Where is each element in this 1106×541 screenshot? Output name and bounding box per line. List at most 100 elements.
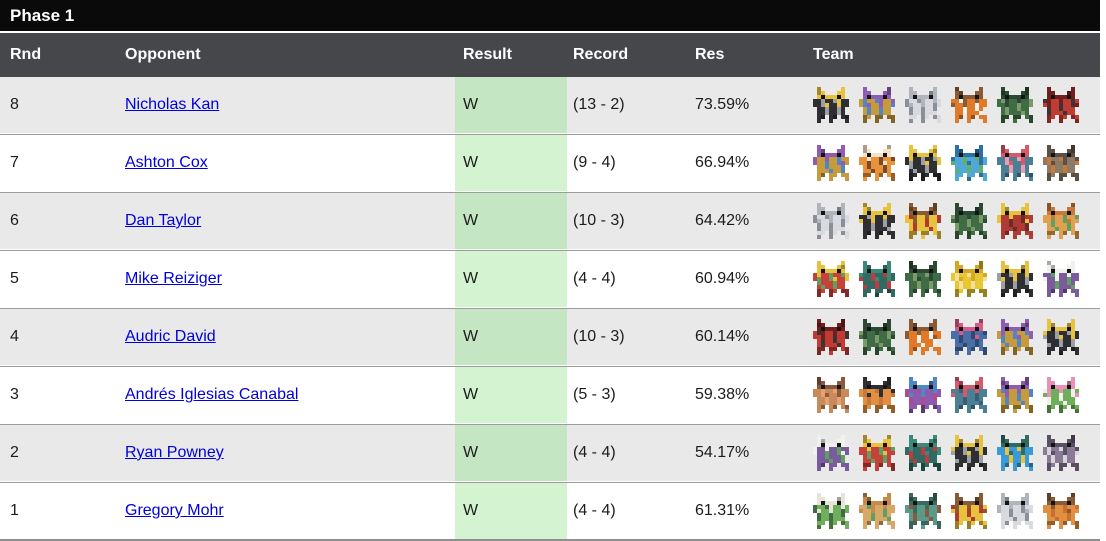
pokemon-sprite <box>905 202 941 240</box>
team-cell <box>809 309 1100 365</box>
pokemon-sprite <box>813 318 849 356</box>
pokemon-sprite <box>951 202 987 240</box>
opponent-link[interactable]: Mike Reiziger <box>125 270 222 287</box>
pokemon-sprite <box>951 86 987 124</box>
opponent-cell: Ashton Cox <box>125 135 455 191</box>
record-cell: (13 - 2) <box>573 96 625 113</box>
res-percent-cell: 61.31% <box>695 502 750 519</box>
table-row: 3 Andrés Iglesias Canabal W (5 - 3) 59.3… <box>0 366 1100 423</box>
result-cell: W <box>455 251 567 307</box>
pokemon-sprite <box>1043 202 1079 240</box>
opponent-link[interactable]: Gregory Mohr <box>125 502 224 519</box>
pokemon-sprite <box>905 318 941 356</box>
round-number: 6 <box>10 212 19 229</box>
phase-title: Phase 1 <box>10 5 75 25</box>
result-cell: W <box>455 77 567 133</box>
pokemon-sprite <box>859 318 895 356</box>
opponent-cell: Audric David <box>125 309 455 365</box>
result-value: W <box>463 154 479 171</box>
round-number: 1 <box>10 502 19 519</box>
record-cell: (9 - 4) <box>573 154 616 171</box>
round-number: 5 <box>10 270 19 287</box>
team-cell <box>809 193 1100 249</box>
res-percent-cell: 64.42% <box>695 212 750 229</box>
pokemon-sprite <box>813 434 849 472</box>
pokemon-sprite <box>997 492 1033 530</box>
opponent-link[interactable]: Ryan Powney <box>125 444 224 461</box>
round-number: 7 <box>10 154 19 171</box>
round-number: 3 <box>10 386 19 403</box>
pokemon-sprite <box>997 144 1033 182</box>
column-header-record: Record <box>573 46 629 63</box>
round-number: 2 <box>10 444 19 461</box>
result-cell: W <box>455 309 567 365</box>
opponent-link[interactable]: Ashton Cox <box>125 154 208 171</box>
pokemon-sprite <box>813 202 849 240</box>
round-number: 8 <box>10 96 19 113</box>
res-percent-cell: 59.38% <box>695 386 750 403</box>
pokemon-sprite <box>813 86 849 124</box>
opponent-cell: Gregory Mohr <box>125 483 455 539</box>
opponent-link[interactable]: Nicholas Kan <box>125 96 220 113</box>
opponent-cell: Dan Taylor <box>125 193 455 249</box>
opponent-link[interactable]: Audric David <box>125 328 216 345</box>
result-value: W <box>463 444 479 461</box>
result-value: W <box>463 96 479 113</box>
team-cell <box>809 135 1100 191</box>
table-row: 4 Audric David W (10 - 3) 60.14% <box>0 308 1100 365</box>
result-cell: W <box>455 367 567 423</box>
record-cell: (4 - 4) <box>573 444 616 461</box>
pokemon-sprite <box>997 376 1033 414</box>
column-header-result: Result <box>463 46 512 63</box>
pokemon-sprite <box>1043 376 1079 414</box>
opponent-cell: Andrés Iglesias Canabal <box>125 367 455 423</box>
result-cell: W <box>455 425 567 481</box>
res-percent-cell: 60.14% <box>695 328 750 345</box>
pokemon-sprite <box>859 202 895 240</box>
team-cell <box>809 425 1100 481</box>
pokemon-sprite <box>859 376 895 414</box>
team-cell <box>809 77 1100 133</box>
result-value: W <box>463 502 479 519</box>
res-percent-cell: 66.94% <box>695 154 750 171</box>
pokemon-sprite <box>951 144 987 182</box>
pokemon-sprite <box>905 260 941 298</box>
pokemon-sprite <box>1043 492 1079 530</box>
opponent-cell: Nicholas Kan <box>125 77 455 133</box>
table-row: 7 Ashton Cox W (9 - 4) 66.94% <box>0 134 1100 191</box>
pokemon-sprite <box>813 260 849 298</box>
record-cell: (4 - 4) <box>573 270 616 287</box>
result-cell: W <box>455 483 567 539</box>
table-row: 8 Nicholas Kan W (13 - 2) 73.59% <box>0 77 1100 133</box>
pokemon-sprite <box>859 86 895 124</box>
opponent-cell: Ryan Powney <box>125 425 455 481</box>
table-row: 2 Ryan Powney W (4 - 4) 54.17% <box>0 424 1100 481</box>
opponent-link[interactable]: Dan Taylor <box>125 212 202 229</box>
record-cell: (10 - 3) <box>573 212 625 229</box>
pokemon-sprite <box>905 434 941 472</box>
column-header-res: Res <box>695 46 725 63</box>
opponent-link[interactable]: Andrés Iglesias Canabal <box>125 386 299 403</box>
team-cell <box>809 251 1100 307</box>
pokemon-sprite <box>1043 144 1079 182</box>
result-cell: W <box>455 193 567 249</box>
column-header-rnd: Rnd <box>10 46 42 63</box>
pokemon-sprite <box>1043 434 1079 472</box>
res-percent-cell: 54.17% <box>695 444 750 461</box>
result-value: W <box>463 212 479 229</box>
pokemon-sprite <box>1043 260 1079 298</box>
pokemon-sprite <box>951 434 987 472</box>
pokemon-sprite <box>859 260 895 298</box>
team-cell <box>809 367 1100 423</box>
pokemon-sprite <box>859 492 895 530</box>
pokemon-sprite <box>997 86 1033 124</box>
pokemon-sprite <box>997 202 1033 240</box>
pokemon-sprite <box>813 144 849 182</box>
phase-title-bar: Phase 1 <box>0 0 1100 33</box>
record-cell: (10 - 3) <box>573 328 625 345</box>
res-percent-cell: 73.59% <box>695 96 750 113</box>
team-cell <box>809 483 1100 539</box>
record-cell: (4 - 4) <box>573 502 616 519</box>
opponent-cell: Mike Reiziger <box>125 251 455 307</box>
